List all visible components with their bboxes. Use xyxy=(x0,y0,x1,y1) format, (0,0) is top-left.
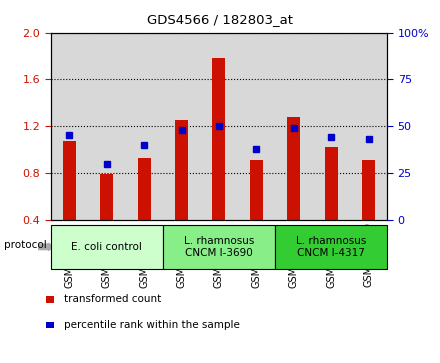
Bar xyxy=(200,33,238,220)
Bar xyxy=(250,160,263,220)
Bar xyxy=(51,33,88,220)
Bar xyxy=(63,141,76,220)
Bar xyxy=(287,117,300,220)
Text: protocol: protocol xyxy=(4,240,47,250)
Text: GDS4566 / 182803_at: GDS4566 / 182803_at xyxy=(147,13,293,26)
Bar xyxy=(238,33,275,220)
Text: percentile rank within the sample: percentile rank within the sample xyxy=(64,320,240,330)
Text: E. coli control: E. coli control xyxy=(71,242,142,252)
Bar xyxy=(125,33,163,220)
Bar xyxy=(362,160,375,220)
Bar xyxy=(163,33,200,220)
Text: transformed count: transformed count xyxy=(64,294,161,305)
Bar xyxy=(213,58,225,220)
Bar xyxy=(275,33,312,220)
Text: L. rhamnosus
CNCM I-3690: L. rhamnosus CNCM I-3690 xyxy=(184,236,254,258)
Bar xyxy=(100,174,113,220)
Bar xyxy=(325,147,337,220)
Bar xyxy=(350,33,387,220)
Bar xyxy=(312,33,350,220)
Text: L. rhamnosus
CNCM I-4317: L. rhamnosus CNCM I-4317 xyxy=(296,236,366,258)
Bar xyxy=(88,33,125,220)
Bar xyxy=(175,120,188,220)
Bar xyxy=(138,158,150,220)
